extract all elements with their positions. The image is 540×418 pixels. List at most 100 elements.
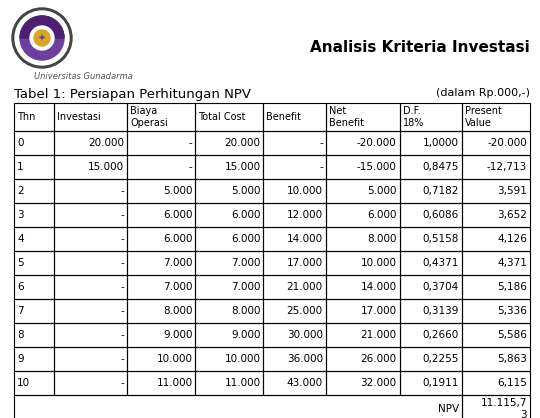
Bar	[264, 371, 326, 395]
Bar	[14, 251, 53, 275]
Text: 43.000: 43.000	[287, 378, 323, 388]
Text: 6: 6	[17, 282, 24, 292]
Text: 0,4371: 0,4371	[423, 258, 459, 268]
Bar	[53, 179, 127, 203]
Text: 1: 1	[17, 162, 24, 172]
Text: Benefit: Benefit	[267, 112, 301, 122]
Text: -: -	[319, 162, 323, 172]
Text: NPV: NPV	[438, 404, 459, 414]
Bar	[400, 323, 462, 347]
Text: 6.000: 6.000	[163, 210, 192, 220]
Bar	[127, 155, 195, 179]
Bar	[53, 323, 127, 347]
Bar	[264, 251, 326, 275]
Text: Biaya
Operasi: Biaya Operasi	[130, 106, 168, 128]
Bar	[195, 371, 264, 395]
Bar	[462, 179, 530, 203]
Text: 4: 4	[17, 234, 24, 244]
Circle shape	[20, 16, 64, 60]
Text: Present
Value: Present Value	[465, 106, 502, 128]
Bar	[53, 299, 127, 323]
Text: 0,2255: 0,2255	[423, 354, 459, 364]
Bar	[400, 347, 462, 371]
Bar	[264, 299, 326, 323]
Bar	[127, 227, 195, 251]
Bar	[326, 203, 400, 227]
Text: 3: 3	[17, 210, 24, 220]
Text: -15.000: -15.000	[357, 162, 396, 172]
Bar	[53, 155, 127, 179]
Text: 5,186: 5,186	[497, 282, 527, 292]
Text: 20.000: 20.000	[89, 138, 124, 148]
Text: 5,586: 5,586	[497, 330, 527, 340]
Bar	[127, 251, 195, 275]
Text: 6.000: 6.000	[231, 234, 260, 244]
Bar	[53, 103, 127, 131]
Circle shape	[30, 26, 54, 50]
Bar	[326, 103, 400, 131]
Text: 2: 2	[17, 186, 24, 196]
Bar	[127, 371, 195, 395]
Bar	[264, 103, 326, 131]
Text: 6,115: 6,115	[497, 378, 527, 388]
Bar	[195, 299, 264, 323]
Text: 0: 0	[17, 138, 24, 148]
Bar	[264, 179, 326, 203]
Text: 0,2660: 0,2660	[423, 330, 459, 340]
Bar	[14, 203, 53, 227]
Bar	[400, 227, 462, 251]
Text: 5,863: 5,863	[497, 354, 527, 364]
Text: -: -	[319, 138, 323, 148]
Bar	[462, 347, 530, 371]
Bar	[14, 179, 53, 203]
Bar	[462, 103, 530, 131]
Bar	[400, 203, 462, 227]
Text: -20.000: -20.000	[357, 138, 396, 148]
Text: 21.000: 21.000	[287, 282, 323, 292]
Text: ✦: ✦	[38, 34, 46, 44]
Text: 1,0000: 1,0000	[423, 138, 459, 148]
Text: D.F.
18%: D.F. 18%	[403, 106, 424, 128]
Bar	[462, 251, 530, 275]
Bar	[53, 347, 127, 371]
Text: 4,371: 4,371	[497, 258, 527, 268]
Bar	[462, 299, 530, 323]
Text: 17.000: 17.000	[361, 306, 396, 316]
Text: 0,3139: 0,3139	[423, 306, 459, 316]
Text: 10.000: 10.000	[287, 186, 323, 196]
Text: Universitas Gunadarma: Universitas Gunadarma	[34, 72, 133, 81]
Text: 0,8475: 0,8475	[423, 162, 459, 172]
Bar	[14, 299, 53, 323]
Bar	[326, 371, 400, 395]
Bar	[326, 347, 400, 371]
Text: -: -	[120, 186, 124, 196]
Bar	[264, 131, 326, 155]
Text: -: -	[120, 258, 124, 268]
Text: -: -	[120, 306, 124, 316]
Text: 10: 10	[17, 378, 30, 388]
Text: 25.000: 25.000	[287, 306, 323, 316]
Bar	[127, 179, 195, 203]
Bar	[462, 203, 530, 227]
Text: 12.000: 12.000	[287, 210, 323, 220]
Text: 0,7182: 0,7182	[423, 186, 459, 196]
Bar	[14, 227, 53, 251]
Bar	[462, 131, 530, 155]
Text: 8: 8	[17, 330, 24, 340]
Bar	[53, 275, 127, 299]
Bar	[326, 251, 400, 275]
Text: 8.000: 8.000	[367, 234, 396, 244]
Text: 0,5158: 0,5158	[423, 234, 459, 244]
Text: 0,3704: 0,3704	[423, 282, 459, 292]
Bar	[462, 275, 530, 299]
Bar	[264, 347, 326, 371]
Bar	[127, 347, 195, 371]
Bar	[14, 131, 53, 155]
Text: 21.000: 21.000	[361, 330, 396, 340]
Text: 5,336: 5,336	[497, 306, 527, 316]
Bar	[14, 103, 53, 131]
Bar	[53, 131, 127, 155]
Bar	[400, 103, 462, 131]
Bar	[462, 227, 530, 251]
Bar	[195, 347, 264, 371]
